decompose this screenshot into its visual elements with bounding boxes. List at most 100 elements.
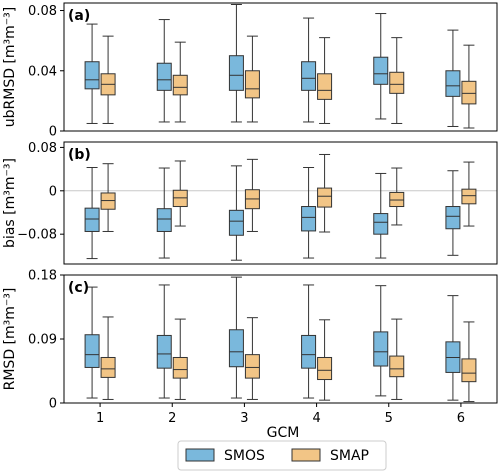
box-smos-gcm-1 [84, 286, 100, 399]
box-smos-gcm-5 [373, 13, 389, 120]
series-smap [100, 153, 477, 233]
legend-swatch [185, 448, 215, 462]
y-tick-label: 0.08 [28, 4, 57, 19]
x-axis: 1 2 3 4 5 6 [96, 403, 465, 426]
box-body [301, 334, 317, 369]
box-smap-gcm-2 [172, 318, 188, 400]
x-tick-label: 2 [168, 411, 176, 426]
box-body [228, 209, 244, 236]
box-body [228, 329, 244, 368]
legend-label: SMOS [224, 448, 265, 464]
box-body [317, 73, 333, 100]
box-smap-gcm-5 [389, 37, 405, 124]
x-tick-label: 6 [457, 411, 465, 426]
panel-3: 0 0.09 0.18 RMSD [m³m⁻³] (c) [2, 269, 498, 412]
box-smap-gcm-5 [389, 167, 405, 226]
box-smap-gcm-3 [244, 158, 260, 232]
box-smap-gcm-3 [244, 317, 260, 400]
box-body [389, 355, 405, 378]
plot-frame [63, 2, 498, 132]
legend-swatch [291, 448, 321, 462]
box-smap-gcm-6 [461, 321, 477, 403]
box-smos-gcm-3 [228, 4, 244, 123]
plot-frame [63, 141, 498, 265]
box-body [445, 206, 461, 230]
plot-area [64, 275, 497, 403]
plot-area [64, 3, 497, 131]
y-tick-label: 0 [49, 125, 57, 140]
box-smap-gcm-6 [461, 161, 477, 227]
legend-entry-smap: SMAP [291, 448, 369, 464]
box-body [301, 206, 317, 232]
box-body [100, 192, 116, 210]
legend-entry-smos: SMOS [185, 448, 265, 464]
y-tick-label: 0.08 [28, 141, 57, 156]
box-body [172, 74, 188, 96]
box-body [100, 356, 116, 378]
box-body [461, 358, 477, 383]
box-smos-gcm-4 [301, 284, 317, 399]
box-smap-gcm-4 [317, 153, 333, 233]
box-smos-gcm-2 [156, 284, 172, 399]
box-body [156, 62, 172, 91]
x-tick-label: 5 [385, 411, 393, 426]
x-axis-label: GCM [267, 425, 300, 441]
box-smap-gcm-1 [100, 35, 116, 124]
box-smos-gcm-3 [228, 165, 244, 261]
box-body [172, 356, 188, 379]
box-body [156, 334, 172, 369]
series-smos [84, 4, 461, 127]
box-body [389, 191, 405, 208]
box-body [373, 331, 389, 367]
panel-tag: (b) [68, 147, 91, 163]
box-smap-gcm-6 [461, 44, 477, 129]
box-smap-gcm-4 [317, 37, 333, 124]
x-tick-label: 3 [240, 411, 248, 426]
y-axis-label: bias [m³m⁻³] [2, 158, 18, 248]
panel-tag: (a) [68, 8, 90, 24]
y-axis-label: ubRMSD [m³m⁻³] [2, 7, 18, 128]
box-smap-gcm-2 [172, 41, 188, 123]
y-tick-label: 0.09 [28, 333, 57, 348]
box-body [317, 187, 333, 208]
panel-tag: (c) [68, 280, 89, 296]
box-body [244, 70, 260, 99]
box-body [461, 80, 477, 105]
box-smap-gcm-2 [172, 160, 188, 227]
box-body [228, 55, 244, 91]
panel-2: −0.08 0 0.08 bias [m³m⁻³] (b) [2, 141, 498, 265]
y-tick-label: 0.04 [28, 64, 57, 79]
box-smap-gcm-1 [100, 163, 116, 232]
box-smos-gcm-2 [156, 19, 172, 123]
box-smos-gcm-2 [156, 167, 172, 259]
box-smos-gcm-1 [84, 166, 100, 260]
box-body [373, 56, 389, 85]
box-smos-gcm-3 [228, 276, 244, 399]
box-body [461, 188, 477, 205]
box-smap-gcm-1 [100, 316, 116, 400]
box-body [172, 189, 188, 208]
x-tick-label: 4 [312, 411, 320, 426]
box-body [389, 71, 405, 94]
y-tick-label: 0.18 [28, 269, 57, 284]
series-smap [100, 316, 477, 403]
box-body [301, 61, 317, 91]
y-axis-label: RMSD [m³m⁻³] [2, 288, 18, 391]
x-tick-label: 1 [96, 411, 104, 426]
box-body [156, 208, 172, 232]
legend-frame [177, 440, 387, 471]
box-smos-gcm-6 [445, 170, 461, 256]
y-tick-label: 0 [49, 184, 57, 199]
y-tick-label: −0.08 [17, 228, 57, 243]
panel-1: 0 0.04 0.08 ubRMSD [m³m⁻³] (a) [2, 2, 498, 140]
box-body [84, 61, 100, 90]
box-smos-gcm-6 [445, 295, 461, 401]
box-smos-gcm-5 [373, 172, 389, 259]
plot-area [64, 142, 497, 264]
box-body [445, 70, 461, 97]
series-smos [84, 276, 461, 401]
y-tick-label: 0 [49, 397, 57, 412]
legend-label: SMAP [330, 448, 369, 464]
